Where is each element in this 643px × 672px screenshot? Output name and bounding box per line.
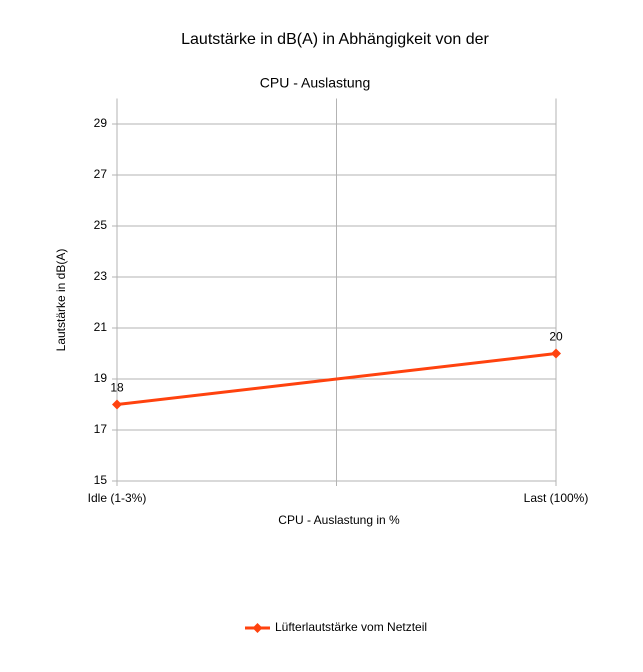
- data-point: [551, 348, 561, 359]
- chart-title: Lautstärke in dB(A) in Abhängigkeit von …: [181, 31, 489, 48]
- y-tick-label: 17: [94, 422, 108, 436]
- x-tick-label: Idle (1-3%): [88, 491, 147, 505]
- data-label: 18: [110, 381, 124, 395]
- y-tick-label: 21: [94, 320, 108, 334]
- legend-label: Lüfterlautstärke vom Netzteil: [275, 620, 427, 634]
- chart-subtitle: CPU - Auslastung: [260, 75, 371, 91]
- x-tick-label: Last (100%): [524, 491, 589, 505]
- data-label: 20: [549, 330, 563, 344]
- y-tick-label: 15: [94, 473, 108, 487]
- legend-marker: [252, 623, 263, 633]
- y-tick-label: 19: [94, 371, 108, 385]
- data-line: [116, 352, 557, 406]
- y-tick-label: 29: [94, 116, 108, 130]
- data-point: [112, 399, 122, 410]
- x-axis-label: CPU - Auslastung in %: [278, 513, 400, 527]
- y-axis-label: Lautstärke in dB(A): [54, 249, 68, 352]
- y-tick-label: 25: [94, 218, 108, 232]
- y-tick-label: 23: [94, 269, 108, 283]
- y-tick-label: 27: [94, 167, 108, 181]
